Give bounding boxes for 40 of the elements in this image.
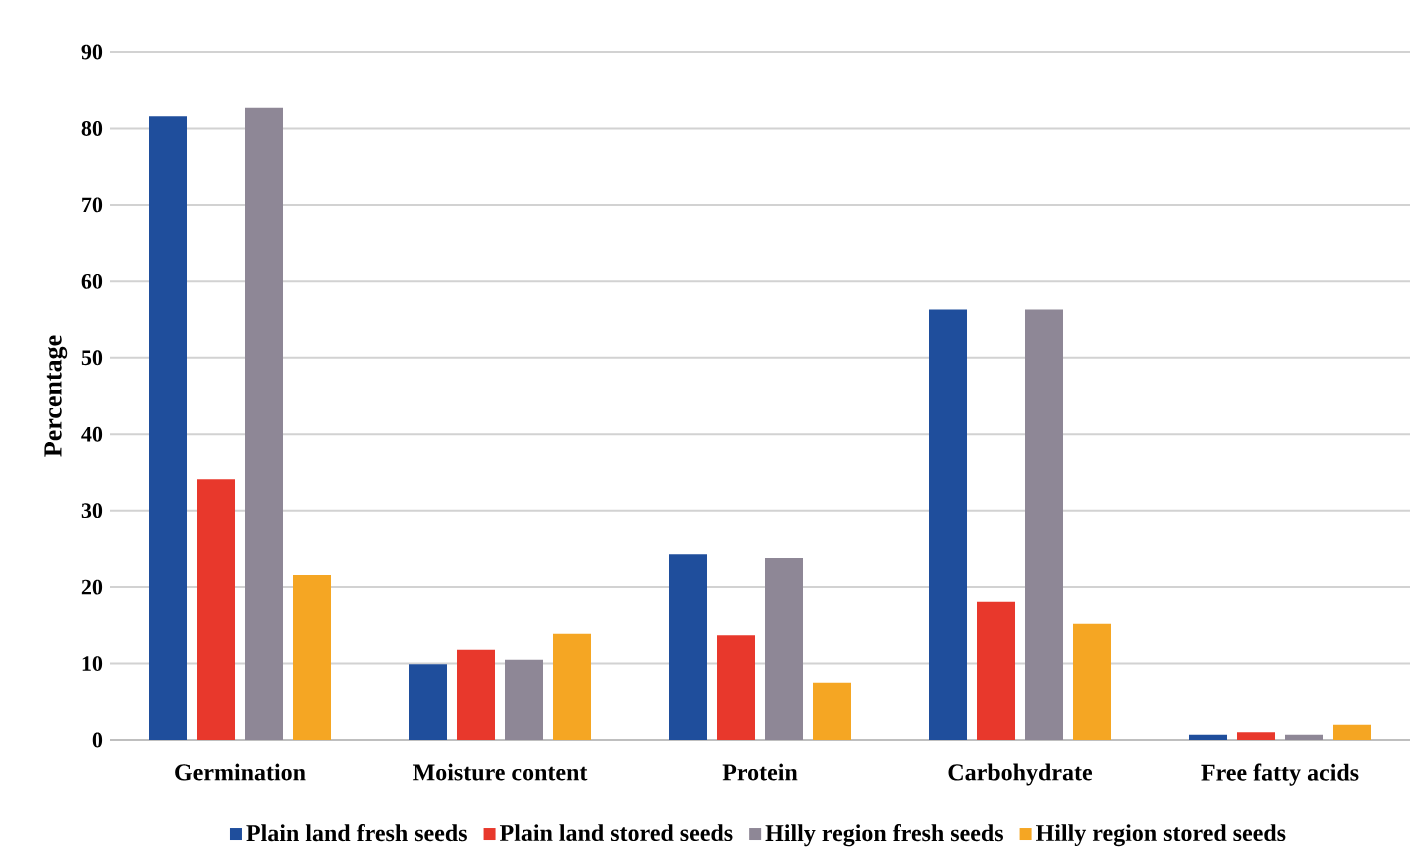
y-tick-label: 40 <box>81 426 103 442</box>
bar <box>293 574 332 740</box>
x-tick-label: Moisture content <box>412 763 588 781</box>
legend-label: Hilly region fresh seeds <box>765 824 1003 847</box>
y-axis-title: Percentage <box>44 335 68 457</box>
y-tick-label: 70 <box>82 197 103 213</box>
y-tick-label: 90 <box>81 44 103 60</box>
bar <box>409 664 447 740</box>
legend-label: Hilly region stored seeds <box>1035 824 1286 847</box>
y-tick-label: 20 <box>81 579 103 595</box>
y-tick-label: 50 <box>81 350 103 366</box>
y-tick-label: 30 <box>81 503 103 519</box>
bar <box>1285 734 1324 740</box>
x-tick-label: Free fatty acids <box>1201 763 1359 786</box>
bar <box>457 649 495 740</box>
x-tick-label: Germination <box>175 763 306 781</box>
bar <box>553 633 592 740</box>
y-tick-label: 60 <box>81 273 103 289</box>
bar <box>717 635 755 740</box>
bar <box>1025 309 1063 740</box>
bar <box>505 659 543 740</box>
bar <box>929 309 967 740</box>
bar <box>765 558 803 740</box>
legend-label: Plain land fresh seeds <box>246 824 467 842</box>
bar <box>149 116 187 740</box>
legend-label: Plain land stored seeds <box>499 824 733 842</box>
bar <box>977 601 1015 740</box>
bar <box>669 554 707 740</box>
bar <box>1189 734 1228 740</box>
x-tick-label: Carbohydrate <box>948 763 1093 786</box>
y-tick-label: 80 <box>81 121 103 136</box>
y-tick-label: 0 <box>92 732 103 748</box>
bar <box>197 479 236 740</box>
bar <box>1073 623 1111 740</box>
y-tick-label: 10 <box>82 656 103 671</box>
bar <box>245 107 284 740</box>
bar <box>1333 724 1371 740</box>
bar <box>1237 732 1276 740</box>
x-tick-label: Protein <box>722 763 798 781</box>
bar <box>813 682 851 740</box>
